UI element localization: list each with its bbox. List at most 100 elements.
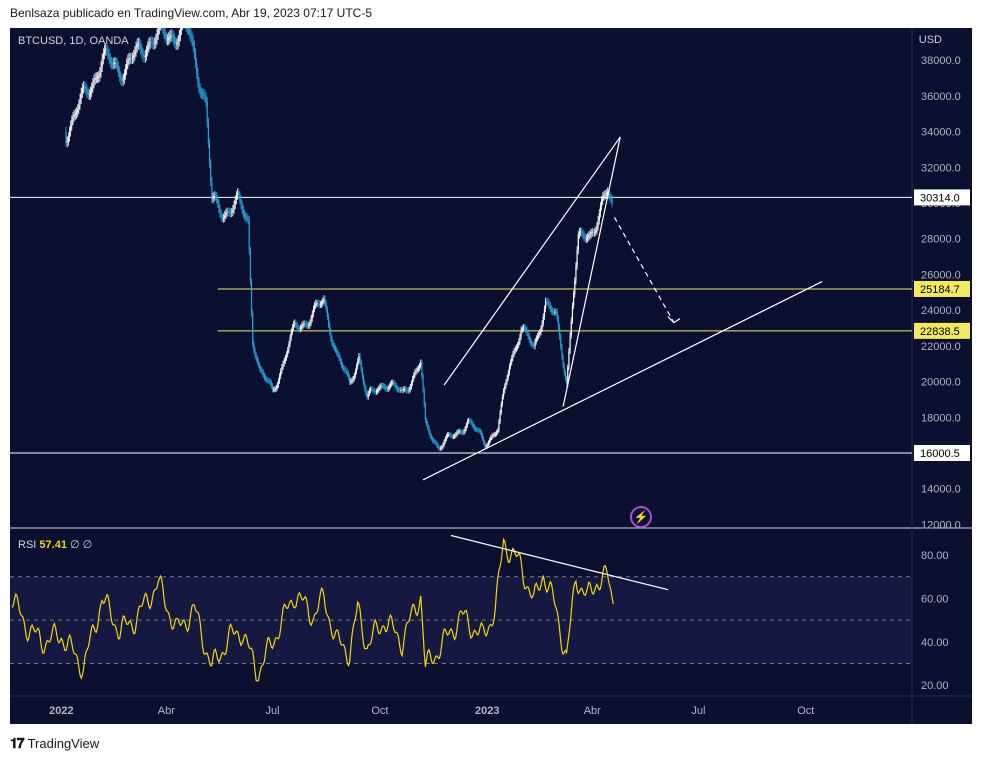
candle-body (218, 203, 220, 209)
rsi-legend[interactable]: RSI 57.41 ∅ ∅ (18, 538, 92, 551)
candle-body (352, 378, 354, 381)
candle-body (594, 232, 596, 234)
candle-body (310, 318, 312, 323)
candle-body (348, 377, 351, 383)
candle-body (245, 216, 247, 218)
candle-body (438, 448, 441, 449)
candle-body (393, 382, 395, 384)
candle-body (164, 33, 166, 38)
candle-body (548, 303, 550, 306)
candle-body (437, 445, 439, 449)
candle-body (257, 361, 260, 365)
symbol-legend[interactable]: BTCUSD, 1D, OANDA (18, 35, 129, 47)
candle-body (292, 324, 295, 328)
candle-body (151, 42, 153, 44)
candle-body (609, 194, 611, 197)
candle-body (539, 332, 541, 335)
candle-body (425, 420, 428, 424)
candle-body (117, 67, 120, 72)
candle-body (467, 420, 470, 422)
candle-body (228, 211, 230, 213)
candle-body (379, 386, 381, 389)
candle-body (341, 364, 344, 368)
candle-body (74, 113, 76, 115)
candle-body (201, 93, 204, 95)
candle-body (514, 348, 516, 352)
candle-body (235, 195, 237, 200)
candle-body (233, 204, 235, 210)
candle-body (163, 28, 165, 34)
candle-body (374, 391, 376, 393)
lightning-icon[interactable]: ⚡ (630, 506, 652, 528)
candle-body (168, 37, 170, 40)
candle-body (253, 343, 255, 351)
candle-body (563, 365, 565, 373)
candle-body (166, 39, 169, 41)
candle-body (124, 69, 127, 75)
chart-panel[interactable]: 12000.014000.016000.018000.020000.022000… (10, 28, 972, 724)
candle-body (98, 76, 100, 78)
candle-body (108, 54, 110, 59)
candle-body (206, 101, 208, 123)
candle-body (133, 55, 135, 58)
candle-body (276, 385, 278, 388)
candle-body (463, 431, 465, 433)
tradingview-footer[interactable]: 𝟏𝟕 TradingView (10, 735, 99, 752)
candle-body (359, 356, 361, 363)
candle-body (281, 366, 283, 372)
candle-body (452, 436, 455, 438)
candle-body (354, 371, 356, 376)
candle-body (332, 343, 334, 347)
candle-body (556, 312, 558, 319)
time-tick-label: Abr (158, 705, 175, 717)
rsi-tick-label: 40.00 (921, 637, 949, 649)
candle-body (200, 92, 202, 94)
time-tick-label: Jul (691, 705, 705, 717)
candle-body (93, 79, 95, 84)
price-level-label: 22838.5 (920, 326, 960, 338)
candle-body (407, 390, 409, 392)
candle-body (564, 372, 567, 379)
candle-body (319, 304, 321, 306)
candle-body (220, 213, 222, 218)
candle-body (207, 122, 209, 144)
time-tick-label: Jul (266, 705, 280, 717)
price-tick-label: 20000.0 (921, 377, 961, 389)
candle-body (401, 389, 403, 391)
candle-body (263, 374, 265, 378)
candle-body (395, 385, 397, 388)
candle-body (402, 389, 404, 391)
candle-body (512, 353, 514, 358)
candle-body (144, 55, 146, 58)
candle-body (339, 357, 341, 362)
arrow-head-icon (667, 316, 681, 324)
candle-body (129, 58, 131, 60)
candle-body (408, 389, 410, 391)
chart-svg[interactable]: 12000.014000.016000.018000.020000.022000… (10, 28, 972, 724)
candle-body (87, 92, 89, 95)
candle-body (80, 92, 82, 99)
candle-body (476, 429, 478, 431)
candle-body (485, 446, 487, 448)
candle-body (143, 56, 145, 58)
candle-body (403, 389, 406, 390)
candle-body (456, 432, 458, 435)
candle-body (169, 35, 171, 38)
candle-body (491, 435, 493, 438)
candle-body (264, 377, 267, 380)
candle-body (122, 78, 124, 81)
candle-body (385, 386, 387, 389)
candle-body (255, 355, 257, 359)
candle-body (308, 325, 310, 327)
candle-body (282, 363, 284, 367)
candle-body (436, 443, 438, 446)
candle-body (546, 301, 548, 303)
candle-body (274, 389, 276, 391)
candle-body (277, 380, 279, 386)
candle-body (105, 48, 107, 51)
candle-body (441, 447, 443, 449)
candle-body (523, 327, 526, 329)
candle-body (455, 434, 457, 436)
candle-body (421, 362, 423, 377)
candle-body (494, 433, 497, 435)
